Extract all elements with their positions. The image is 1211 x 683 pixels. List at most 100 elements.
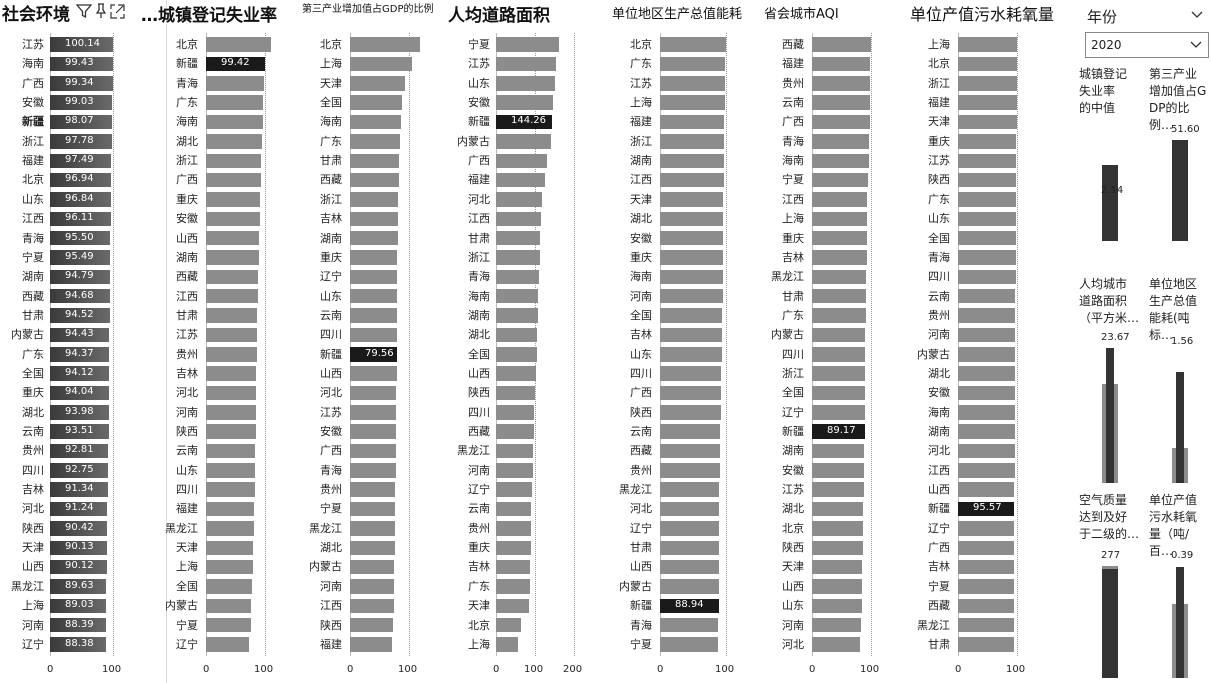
bar[interactable]: [496, 501, 532, 517]
bar[interactable]: [50, 598, 107, 614]
bar[interactable]: [660, 172, 724, 188]
focus-mode-icon[interactable]: [110, 4, 125, 23]
bar[interactable]: [206, 95, 264, 110]
bar[interactable]: [958, 172, 1017, 188]
bar[interactable]: [50, 211, 111, 227]
bar[interactable]: [206, 579, 253, 594]
bar[interactable]: [496, 114, 553, 130]
bar[interactable]: [660, 250, 724, 265]
bar[interactable]: [50, 114, 112, 130]
bar[interactable]: [50, 308, 110, 323]
bar[interactable]: [50, 463, 109, 478]
bar[interactable]: [206, 37, 271, 52]
bar[interactable]: [206, 211, 260, 227]
bar[interactable]: [206, 134, 263, 149]
bar[interactable]: [958, 192, 1017, 207]
bar[interactable]: [50, 424, 109, 439]
bar[interactable]: [496, 230, 541, 246]
bar[interactable]: [660, 559, 719, 575]
bar[interactable]: [496, 385, 535, 401]
bar[interactable]: [50, 385, 110, 401]
bar[interactable]: [812, 637, 861, 652]
bar[interactable]: [350, 405, 397, 420]
bar[interactable]: [50, 559, 107, 575]
bar[interactable]: [812, 211, 868, 227]
bar[interactable]: [206, 250, 259, 265]
bar[interactable]: [206, 443, 256, 459]
bar[interactable]: [50, 366, 110, 381]
bar[interactable]: [350, 366, 397, 381]
bar[interactable]: [812, 347, 866, 362]
bar[interactable]: [206, 153, 262, 169]
bar[interactable]: [812, 230, 867, 246]
bar[interactable]: [50, 250, 111, 265]
bar[interactable]: [350, 172, 399, 188]
filter-icon[interactable]: [75, 3, 93, 23]
bar[interactable]: [660, 347, 722, 362]
bar[interactable]: [50, 637, 106, 652]
year-select[interactable]: 2020: [1085, 32, 1209, 58]
bar[interactable]: [496, 37, 560, 52]
chevron-down-icon[interactable]: [1190, 6, 1204, 25]
bar[interactable]: [350, 637, 393, 652]
bar[interactable]: [206, 385, 257, 401]
bar[interactable]: [958, 288, 1016, 304]
bar[interactable]: [350, 540, 395, 556]
bar[interactable]: [958, 463, 1015, 478]
bar[interactable]: [812, 521, 864, 536]
bar[interactable]: [50, 482, 108, 497]
bar[interactable]: [50, 153, 112, 169]
bar[interactable]: [958, 540, 1015, 556]
bar[interactable]: [958, 114, 1017, 130]
bar[interactable]: [350, 211, 399, 227]
bar[interactable]: [496, 617, 521, 633]
bar[interactable]: [812, 250, 867, 265]
bar[interactable]: [812, 559, 863, 575]
bar[interactable]: [496, 76, 556, 91]
bar[interactable]: [496, 153, 547, 169]
bar[interactable]: [206, 269, 258, 285]
bar[interactable]: [812, 598, 862, 614]
bar[interactable]: [496, 482, 532, 497]
bar[interactable]: [660, 230, 724, 246]
bar[interactable]: [660, 211, 724, 227]
bar[interactable]: [958, 385, 1015, 401]
bar[interactable]: [50, 172, 112, 188]
bar[interactable]: [350, 269, 398, 285]
bar[interactable]: [958, 308, 1016, 323]
bar[interactable]: [958, 134, 1017, 149]
bar[interactable]: [660, 269, 723, 285]
bar[interactable]: [660, 327, 723, 343]
bar[interactable]: [812, 579, 863, 594]
bar[interactable]: [350, 114, 401, 130]
bar[interactable]: [50, 347, 110, 362]
bar[interactable]: [660, 424, 721, 439]
bar[interactable]: [958, 269, 1016, 285]
bar[interactable]: [50, 192, 111, 207]
bar[interactable]: [812, 405, 865, 420]
bar[interactable]: [206, 56, 265, 72]
bar[interactable]: [350, 37, 420, 52]
bar[interactable]: [958, 598, 1014, 614]
bar[interactable]: [660, 308, 723, 323]
bar[interactable]: [50, 134, 112, 149]
bar[interactable]: [660, 76, 725, 91]
bar[interactable]: [812, 443, 865, 459]
bar[interactable]: [958, 424, 1015, 439]
bar[interactable]: [958, 37, 1017, 52]
bar[interactable]: [496, 250, 540, 265]
bar[interactable]: [660, 579, 719, 594]
bar[interactable]: [660, 56, 726, 72]
bar[interactable]: [350, 463, 396, 478]
bar[interactable]: [812, 76, 871, 91]
bar[interactable]: [206, 347, 257, 362]
bar[interactable]: [496, 540, 531, 556]
bar[interactable]: [958, 366, 1015, 381]
bar[interactable]: [350, 579, 394, 594]
bar[interactable]: [660, 114, 725, 130]
bar[interactable]: [812, 385, 865, 401]
bar[interactable]: [50, 579, 107, 594]
bar[interactable]: [496, 288, 539, 304]
bar[interactable]: [812, 327, 866, 343]
bar[interactable]: [206, 76, 264, 91]
